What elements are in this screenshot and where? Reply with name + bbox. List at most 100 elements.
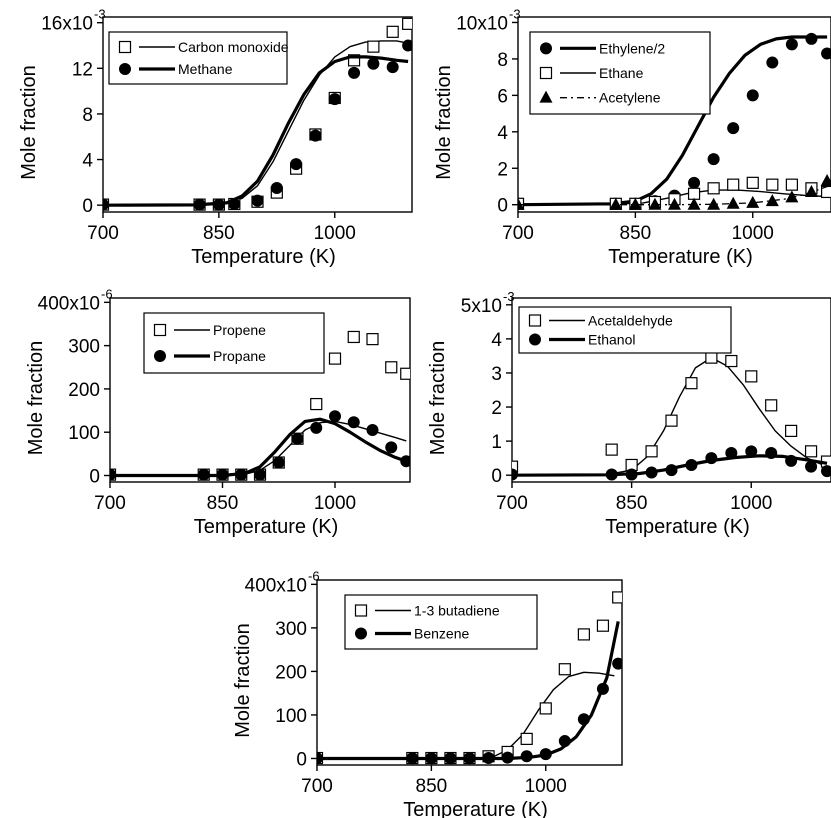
data-point	[367, 40, 380, 53]
data-point	[765, 447, 778, 460]
data-point	[596, 619, 610, 632]
data-point	[103, 198, 109, 211]
data-point	[804, 184, 818, 197]
data-point	[668, 197, 681, 210]
y-tick-label: 12	[72, 59, 93, 80]
x-tick-label: 1000	[314, 493, 356, 514]
chart-panel-3: 0 100 200 300 400x10 -6 700 850 1000Temperature …	[25, 286, 411, 538]
data-point	[539, 702, 552, 715]
data-point	[520, 732, 533, 745]
y-tick-label: 8	[497, 50, 508, 71]
data-point	[705, 452, 718, 465]
data-point	[821, 47, 831, 60]
y-scale-label: 400x10	[245, 575, 307, 596]
data-point	[645, 445, 658, 458]
x-tick-label: 700	[502, 223, 534, 244]
legend: 1-3 butadiene Benzene	[344, 594, 538, 650]
legend-box	[344, 594, 538, 650]
data-point	[235, 468, 248, 481]
legend-label: Acetaldehyde	[588, 313, 673, 329]
x-tick-label: 1000	[314, 223, 356, 244]
data-point	[501, 751, 514, 764]
data-point	[609, 197, 623, 210]
series-3	[518, 174, 831, 210]
y-tick-label: 300	[275, 619, 307, 640]
y-axis-label: Mole fraction	[433, 65, 455, 180]
y-tick-label: 0	[497, 196, 508, 217]
data-point	[766, 56, 779, 69]
x-tick-label: 850	[616, 493, 648, 514]
data-point	[406, 752, 419, 765]
legend: Carbon monoxide Methane	[108, 31, 289, 85]
data-point	[805, 32, 818, 45]
data-point	[251, 194, 264, 207]
legend-item: Ethylene/2	[540, 40, 665, 56]
data-point	[558, 735, 571, 748]
data-point	[605, 443, 618, 456]
y-tick-label: 200	[68, 380, 100, 401]
x-tick-label: 700	[87, 223, 119, 244]
data-point	[400, 367, 410, 380]
y-tick-label: 300	[68, 337, 100, 358]
data-point	[820, 185, 831, 199]
plot-area	[103, 17, 412, 211]
data-point	[577, 713, 590, 726]
legend-marker	[153, 323, 167, 337]
y-scale-label: 16x10	[41, 14, 93, 35]
y-scale-label: 10x10	[456, 13, 508, 34]
x-axis-label: Temperature (K)	[608, 246, 753, 268]
data-point	[402, 39, 412, 52]
y-scale-label: 400x10	[38, 293, 100, 314]
data-point	[512, 460, 519, 473]
legend-marker	[539, 66, 553, 80]
data-point	[725, 354, 738, 368]
data-point	[746, 195, 760, 208]
y-exponent: -6	[101, 286, 113, 301]
y-exponent: -3	[94, 7, 106, 22]
data-point	[212, 198, 225, 211]
y-exponent: -6	[308, 568, 320, 583]
data-point	[402, 17, 412, 30]
y-axis-label: Mole fraction	[232, 623, 254, 738]
data-point	[785, 190, 799, 203]
legend-marker	[540, 42, 552, 55]
y-axis-label: Mole fraction	[25, 341, 47, 456]
data-point	[645, 466, 658, 479]
data-point	[665, 414, 678, 427]
data-point	[805, 460, 818, 473]
legend-label: Propane	[213, 348, 266, 364]
x-tick-label: 850	[207, 493, 239, 514]
y-tick-label: 0	[82, 196, 93, 217]
data-point	[648, 197, 662, 210]
legend-label: Carbon monoxide	[178, 39, 289, 55]
legend-marker	[528, 314, 542, 327]
data-point	[400, 455, 410, 468]
y-tick-label: 6	[497, 86, 508, 107]
y-tick-label: 0	[491, 466, 502, 487]
y-exponent: -3	[509, 6, 521, 21]
plot-frame	[511, 297, 831, 483]
data-point	[193, 198, 206, 211]
y-tick-label: 1	[491, 432, 502, 453]
data-point	[520, 750, 533, 763]
legend-marker	[529, 333, 541, 346]
x-axis-label: Temperature (K)	[191, 246, 336, 268]
legend-item: Ethanol	[529, 332, 635, 348]
y-tick-label: 4	[491, 330, 502, 351]
plot-area	[512, 351, 831, 481]
legend-box	[518, 306, 732, 354]
legend-item: Methane	[119, 61, 233, 77]
data-point	[804, 445, 818, 458]
data-point	[386, 61, 399, 74]
data-point	[685, 377, 698, 390]
data-point	[291, 432, 304, 445]
legend-marker	[355, 627, 367, 640]
y-scale-label: 5x10	[461, 296, 502, 317]
legend-item: Acetaldehyde	[528, 313, 673, 329]
data-point	[366, 333, 379, 346]
data-point	[348, 66, 361, 79]
data-point	[216, 468, 229, 481]
x-tick-label: 1000	[730, 493, 772, 514]
data-point	[687, 197, 701, 210]
